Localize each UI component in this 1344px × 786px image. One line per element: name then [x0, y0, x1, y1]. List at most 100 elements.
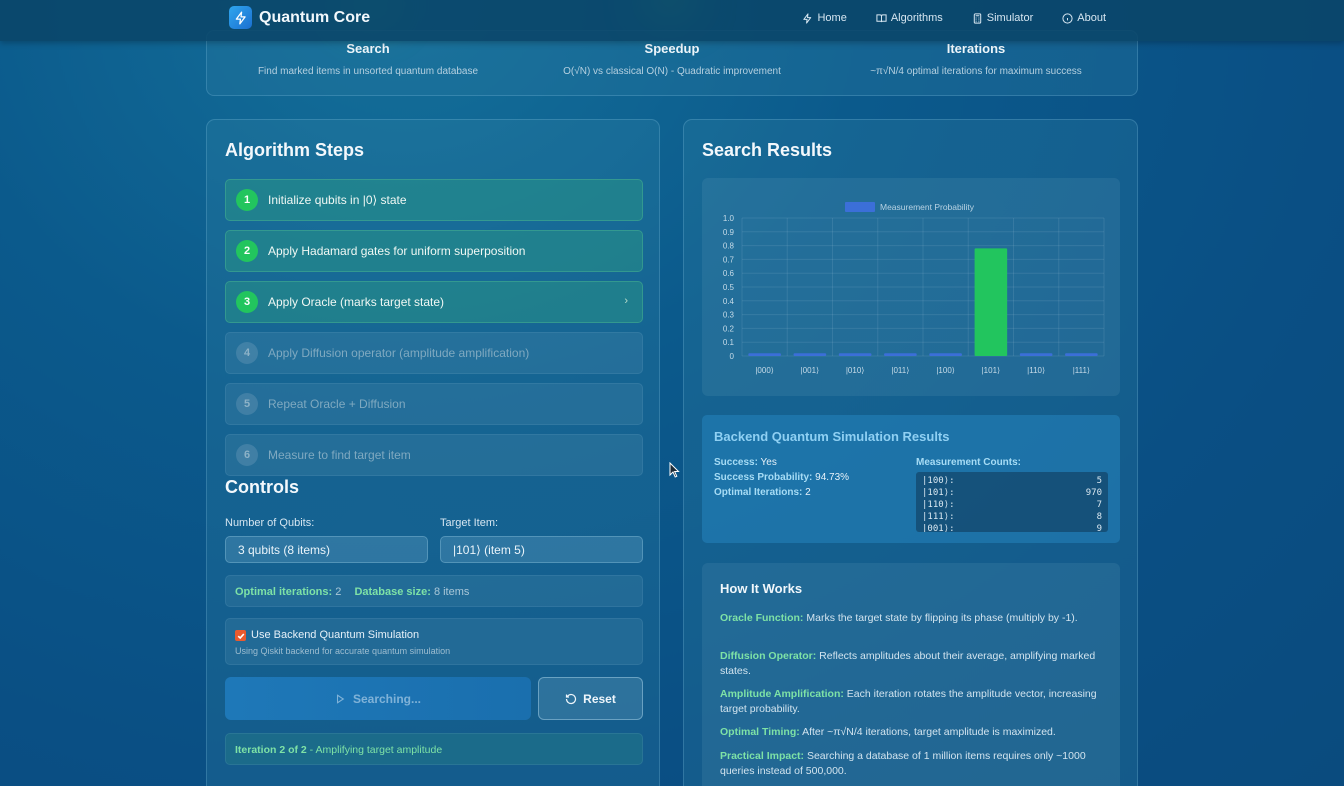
y-tick-label: 0.5	[723, 283, 735, 292]
status-message: - Amplifying target amplitude	[306, 744, 443, 756]
x-tick-label: |111⟩	[1073, 366, 1090, 375]
info-iterations: Iterations ~π√N/4 optimal iterations for…	[829, 41, 1123, 77]
chevron-right-icon: ›	[624, 295, 628, 307]
target-select[interactable]: |101⟩ (item 5)	[440, 536, 643, 563]
nav-simulator[interactable]: Simulator	[972, 12, 1033, 24]
count-state: |101⟩:	[922, 488, 955, 498]
y-tick-label: 0.7	[723, 255, 735, 264]
step-1[interactable]: 1 Initialize qubits in |0⟩ state	[225, 179, 643, 221]
reset-button[interactable]: Reset	[538, 677, 643, 720]
step-number: 3	[236, 291, 258, 313]
count-value: 5	[1096, 476, 1102, 486]
probability-chart-card: Measurement Probability 0 0.1 0.2 0.3 0.4 0.5 0…	[702, 178, 1120, 396]
step-label: Apply Hadamard gates for uniform superpo…	[268, 244, 526, 258]
algorithm-overview-card: Search Find marked items in unsorted qua…	[206, 30, 1138, 96]
count-state: |001⟩:	[922, 524, 955, 532]
x-tick-label: |110⟩	[1027, 366, 1045, 375]
bar	[974, 248, 1008, 356]
how-term: Optimal Timing:	[720, 726, 800, 738]
count-value: 7	[1096, 500, 1102, 510]
how-text: Marks the target state by flipping its p…	[803, 612, 1078, 624]
step-label: Measure to find target item	[268, 448, 411, 462]
steps-title: Algorithm Steps	[225, 140, 365, 160]
count-row: |100⟩: 5	[922, 475, 1102, 487]
step-number: 4	[236, 342, 258, 364]
step-3-current[interactable]: 3 Apply Oracle (marks target state) ›	[225, 281, 643, 323]
info-desc: ~π√N/4 optimal iterations for maximum su…	[870, 66, 1082, 77]
count-state: |111⟩:	[922, 512, 955, 522]
step-2[interactable]: 2 Apply Hadamard gates for uniform super…	[225, 230, 643, 272]
count-value: 9	[1096, 524, 1102, 532]
legend-swatch	[845, 202, 875, 212]
bar	[884, 353, 917, 356]
probability-row: Success Probability: 94.73%	[714, 472, 849, 483]
count-state: |110⟩:	[922, 500, 955, 510]
y-tick-label: 0.6	[723, 269, 735, 278]
how-it-works: How It Works Oracle Function: Marks the …	[702, 563, 1120, 786]
info-desc: O(√N) vs classical O(N) - Quadratic impr…	[563, 66, 781, 77]
how-text: Each iteration rotates the amplitude vec…	[720, 688, 1097, 715]
nav-algorithms[interactable]: Algorithms	[876, 12, 943, 24]
iter-value: 2	[805, 487, 811, 498]
count-value: 970	[1085, 488, 1102, 498]
how-item: Amplitude Amplification: Each iteration …	[720, 687, 1108, 717]
zap-icon	[803, 12, 812, 24]
info-title: Iterations	[946, 41, 1006, 56]
info-icon	[1062, 12, 1073, 24]
step-label: Initialize qubits in |0⟩ state	[268, 193, 407, 207]
bar	[1019, 353, 1053, 356]
step-number: 6	[236, 444, 258, 466]
rotate-ccw-icon	[566, 693, 577, 704]
step-6[interactable]: 6 Measure to find target item	[225, 434, 643, 476]
count-row: |001⟩: 9	[922, 523, 1102, 532]
nav-about-label: About	[1077, 12, 1106, 24]
step-4[interactable]: 4 Apply Diffusion operator (amplitude am…	[225, 332, 643, 374]
how-title: How It Works	[720, 581, 803, 596]
controls-title: Controls	[225, 477, 299, 497]
reset-button-label: Reset	[583, 691, 616, 706]
step-5[interactable]: 5 Repeat Oracle + Diffusion	[225, 383, 643, 425]
how-term: Amplitude Amplification:	[720, 688, 844, 700]
count-row: |101⟩: 970	[922, 487, 1102, 499]
top-navbar: Quantum Core Home Algorithms Simulator A…	[0, 0, 1344, 41]
optimal-label: Optimal iterations:	[235, 586, 333, 598]
nav-home[interactable]: Home	[802, 12, 847, 24]
nav-simulator-label: Simulator	[986, 12, 1034, 24]
backend-checkbox-label[interactable]: Use Backend Quantum Simulation	[251, 629, 420, 641]
target-value: |101⟩ (item 5)	[453, 543, 525, 557]
optimal-value: 2	[335, 586, 342, 598]
qubits-label: Number of Qubits:	[225, 517, 315, 529]
counts-list[interactable]: |100⟩: 5 |101⟩: 970 |110⟩: 7 |111⟩: 8 |001⟩:…	[916, 472, 1108, 532]
probability-chart: Measurement Probability 0 0.1 0.2 0.3 0.4 0.5 0…	[723, 202, 1105, 375]
count-value: 8	[1096, 512, 1102, 522]
y-tick-label: 0.2	[723, 324, 735, 333]
y-tick-label: 0	[730, 352, 735, 361]
info-speedup: Speedup O(√N) vs classical O(N) - Quadra…	[525, 41, 819, 77]
bar	[929, 353, 962, 356]
how-term: Diffusion Operator:	[720, 650, 817, 662]
success-value: Yes	[760, 457, 777, 468]
how-text: Searching a database of 1 million items …	[720, 750, 1086, 777]
qubits-value: 3 qubits (8 items)	[238, 543, 331, 557]
dbsize-value: 8 items	[433, 586, 470, 598]
brand-name: Quantum Core	[259, 8, 371, 26]
backend-checkbox[interactable]	[235, 630, 246, 641]
search-button[interactable]: Searching...	[225, 677, 531, 720]
x-tick-label: |001⟩	[801, 366, 820, 375]
brand[interactable]: Quantum Core	[229, 6, 370, 29]
x-tick-label: |011⟩	[891, 366, 909, 375]
y-tick-label: 0.1	[723, 338, 735, 347]
qubits-select[interactable]: 3 qubits (8 items)	[225, 536, 428, 563]
backend-results: Backend Quantum Simulation Results Succe…	[702, 415, 1120, 543]
info-title: Search	[346, 41, 390, 56]
algorithm-panel: Algorithm Steps 1 Initialize qubits in |…	[206, 119, 660, 786]
prob-value: 94.73%	[815, 472, 850, 483]
iter-label: Optimal Iterations:	[714, 487, 803, 498]
nav-about[interactable]: About	[1062, 12, 1106, 24]
step-label: Repeat Oracle + Diffusion	[268, 397, 406, 411]
how-term: Oracle Function:	[720, 612, 804, 624]
step-label: Apply Diffusion operator (amplitude ampl…	[268, 346, 530, 360]
bar	[838, 353, 872, 356]
mouse-cursor-icon	[669, 462, 680, 478]
how-item: Optimal Timing: After ~π√N/4 iterations,…	[720, 725, 1108, 740]
